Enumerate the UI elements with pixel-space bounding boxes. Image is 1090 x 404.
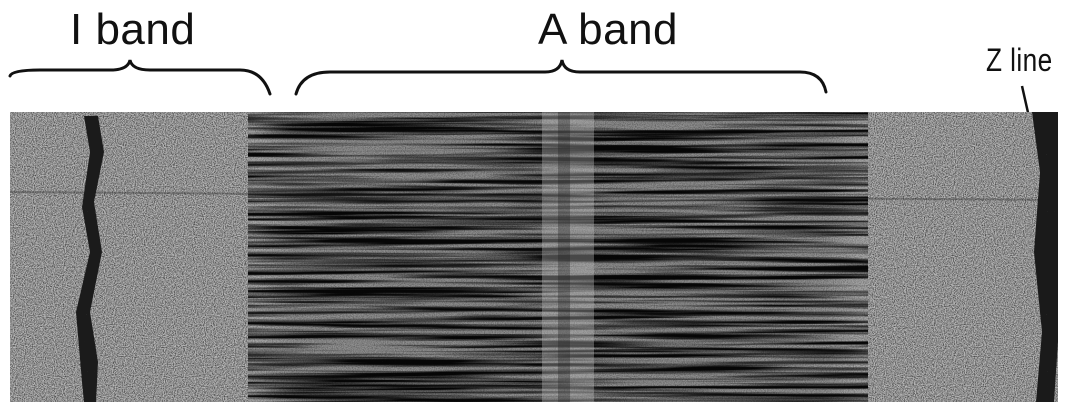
i-band-label: I band: [70, 5, 196, 54]
i-band-brace: [8, 59, 272, 96]
z-line-label: Z line: [986, 42, 1053, 78]
electron-micrograph: [10, 112, 1058, 402]
a-band-label: A band: [538, 5, 679, 54]
a-band-brace: [294, 59, 828, 96]
